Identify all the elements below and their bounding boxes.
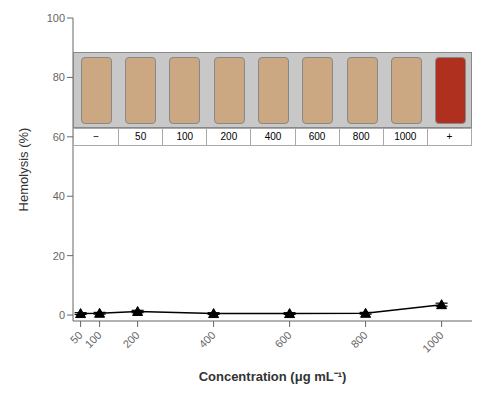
svg-text:80: 80 — [53, 71, 65, 83]
svg-text:1000: 1000 — [420, 329, 446, 355]
svg-text:100: 100 — [82, 329, 103, 350]
svg-text:600: 600 — [272, 329, 293, 350]
html-text:100: 100 — [176, 131, 194, 142]
html-text:600: 600 — [308, 131, 326, 142]
svg-text:Hemolysis (%): Hemolysis (%) — [16, 128, 31, 212]
svg-text:20: 20 — [53, 250, 65, 262]
svg-text:100: 100 — [47, 12, 65, 24]
svg-text:50: 50 — [68, 329, 85, 346]
html-text:200: 200 — [220, 131, 238, 142]
html-text:1000: 1000 — [394, 131, 417, 142]
svg-text:200: 200 — [120, 329, 141, 350]
svg-text:60: 60 — [53, 131, 65, 143]
svg-text:Concentration (μg mL⁻¹): Concentration (μg mL⁻¹) — [199, 369, 347, 384]
svg-text:800: 800 — [348, 329, 369, 350]
svg-text:40: 40 — [53, 190, 65, 202]
svg-text:0: 0 — [59, 309, 65, 321]
html-text:400: 400 — [264, 131, 282, 142]
svg-text:400: 400 — [196, 329, 217, 350]
html-text:800: 800 — [352, 131, 370, 142]
html-text:50: 50 — [135, 131, 147, 142]
